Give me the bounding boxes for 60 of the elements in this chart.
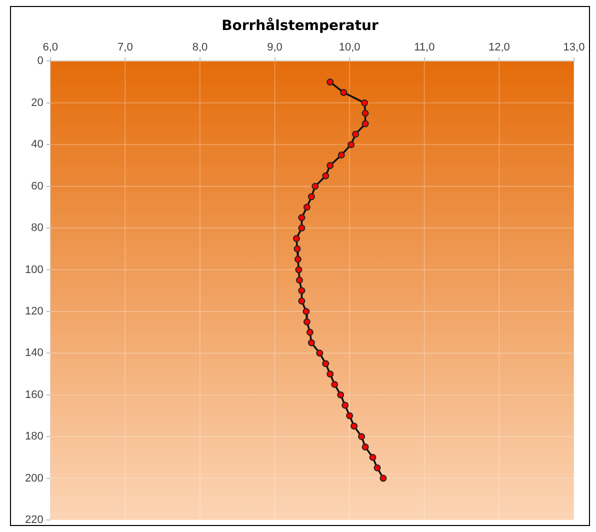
y-tick-label: 20 bbox=[31, 96, 44, 109]
y-tick-label: 140 bbox=[24, 347, 44, 360]
y-tick-label: 100 bbox=[24, 264, 44, 276]
y-tick-label: 220 bbox=[24, 514, 44, 526]
x-tick-label: 10,0 bbox=[338, 42, 360, 54]
point bbox=[342, 402, 349, 409]
point bbox=[296, 276, 303, 284]
x-tick-label: 13,0 bbox=[563, 42, 585, 54]
point bbox=[380, 474, 387, 482]
point bbox=[298, 214, 306, 222]
point bbox=[362, 444, 369, 451]
y-tick-label: 40 bbox=[31, 138, 44, 151]
point bbox=[361, 99, 368, 106]
y-tick-label: 60 bbox=[31, 180, 44, 192]
x-tick-label: 11,0 bbox=[414, 42, 435, 54]
point bbox=[303, 318, 310, 326]
chart-title: Borrhålstemperatur bbox=[220, 18, 380, 34]
point bbox=[303, 204, 310, 211]
point bbox=[298, 287, 306, 294]
point bbox=[294, 245, 301, 252]
point bbox=[295, 266, 302, 274]
point bbox=[362, 110, 369, 117]
point bbox=[298, 224, 306, 232]
point bbox=[326, 162, 334, 169]
point bbox=[308, 339, 315, 346]
point bbox=[326, 370, 334, 378]
point bbox=[337, 391, 344, 398]
point bbox=[369, 454, 376, 461]
point bbox=[358, 433, 366, 440]
y-tick-label: 200 bbox=[24, 472, 44, 484]
point bbox=[292, 234, 300, 242]
point bbox=[302, 308, 310, 315]
point bbox=[298, 298, 306, 305]
point bbox=[316, 350, 324, 357]
point bbox=[350, 422, 358, 430]
point bbox=[374, 464, 381, 472]
x-tick-label: 8,0 bbox=[192, 42, 208, 54]
x-tick-label: 6,0 bbox=[42, 42, 58, 54]
x-tick-label: 7,0 bbox=[118, 42, 133, 54]
point bbox=[312, 182, 319, 190]
x-tick-label: 9,0 bbox=[267, 42, 282, 54]
y-tick-label: 0 bbox=[37, 55, 44, 68]
point bbox=[294, 256, 302, 263]
y-tick-label: 160 bbox=[24, 388, 44, 401]
point bbox=[331, 380, 338, 388]
point bbox=[346, 412, 354, 420]
point bbox=[362, 120, 369, 128]
point bbox=[322, 172, 330, 180]
point bbox=[326, 78, 334, 86]
point bbox=[338, 152, 345, 159]
point bbox=[308, 193, 315, 200]
point bbox=[322, 360, 330, 368]
y-tick-label: 80 bbox=[31, 222, 44, 234]
point bbox=[352, 130, 360, 138]
y-tick-label: 180 bbox=[24, 430, 44, 443]
point bbox=[306, 328, 314, 336]
x-tick-label: 12,0 bbox=[488, 42, 510, 54]
point bbox=[340, 88, 348, 96]
y-tick-label: 120 bbox=[24, 305, 44, 318]
point bbox=[348, 141, 355, 148]
